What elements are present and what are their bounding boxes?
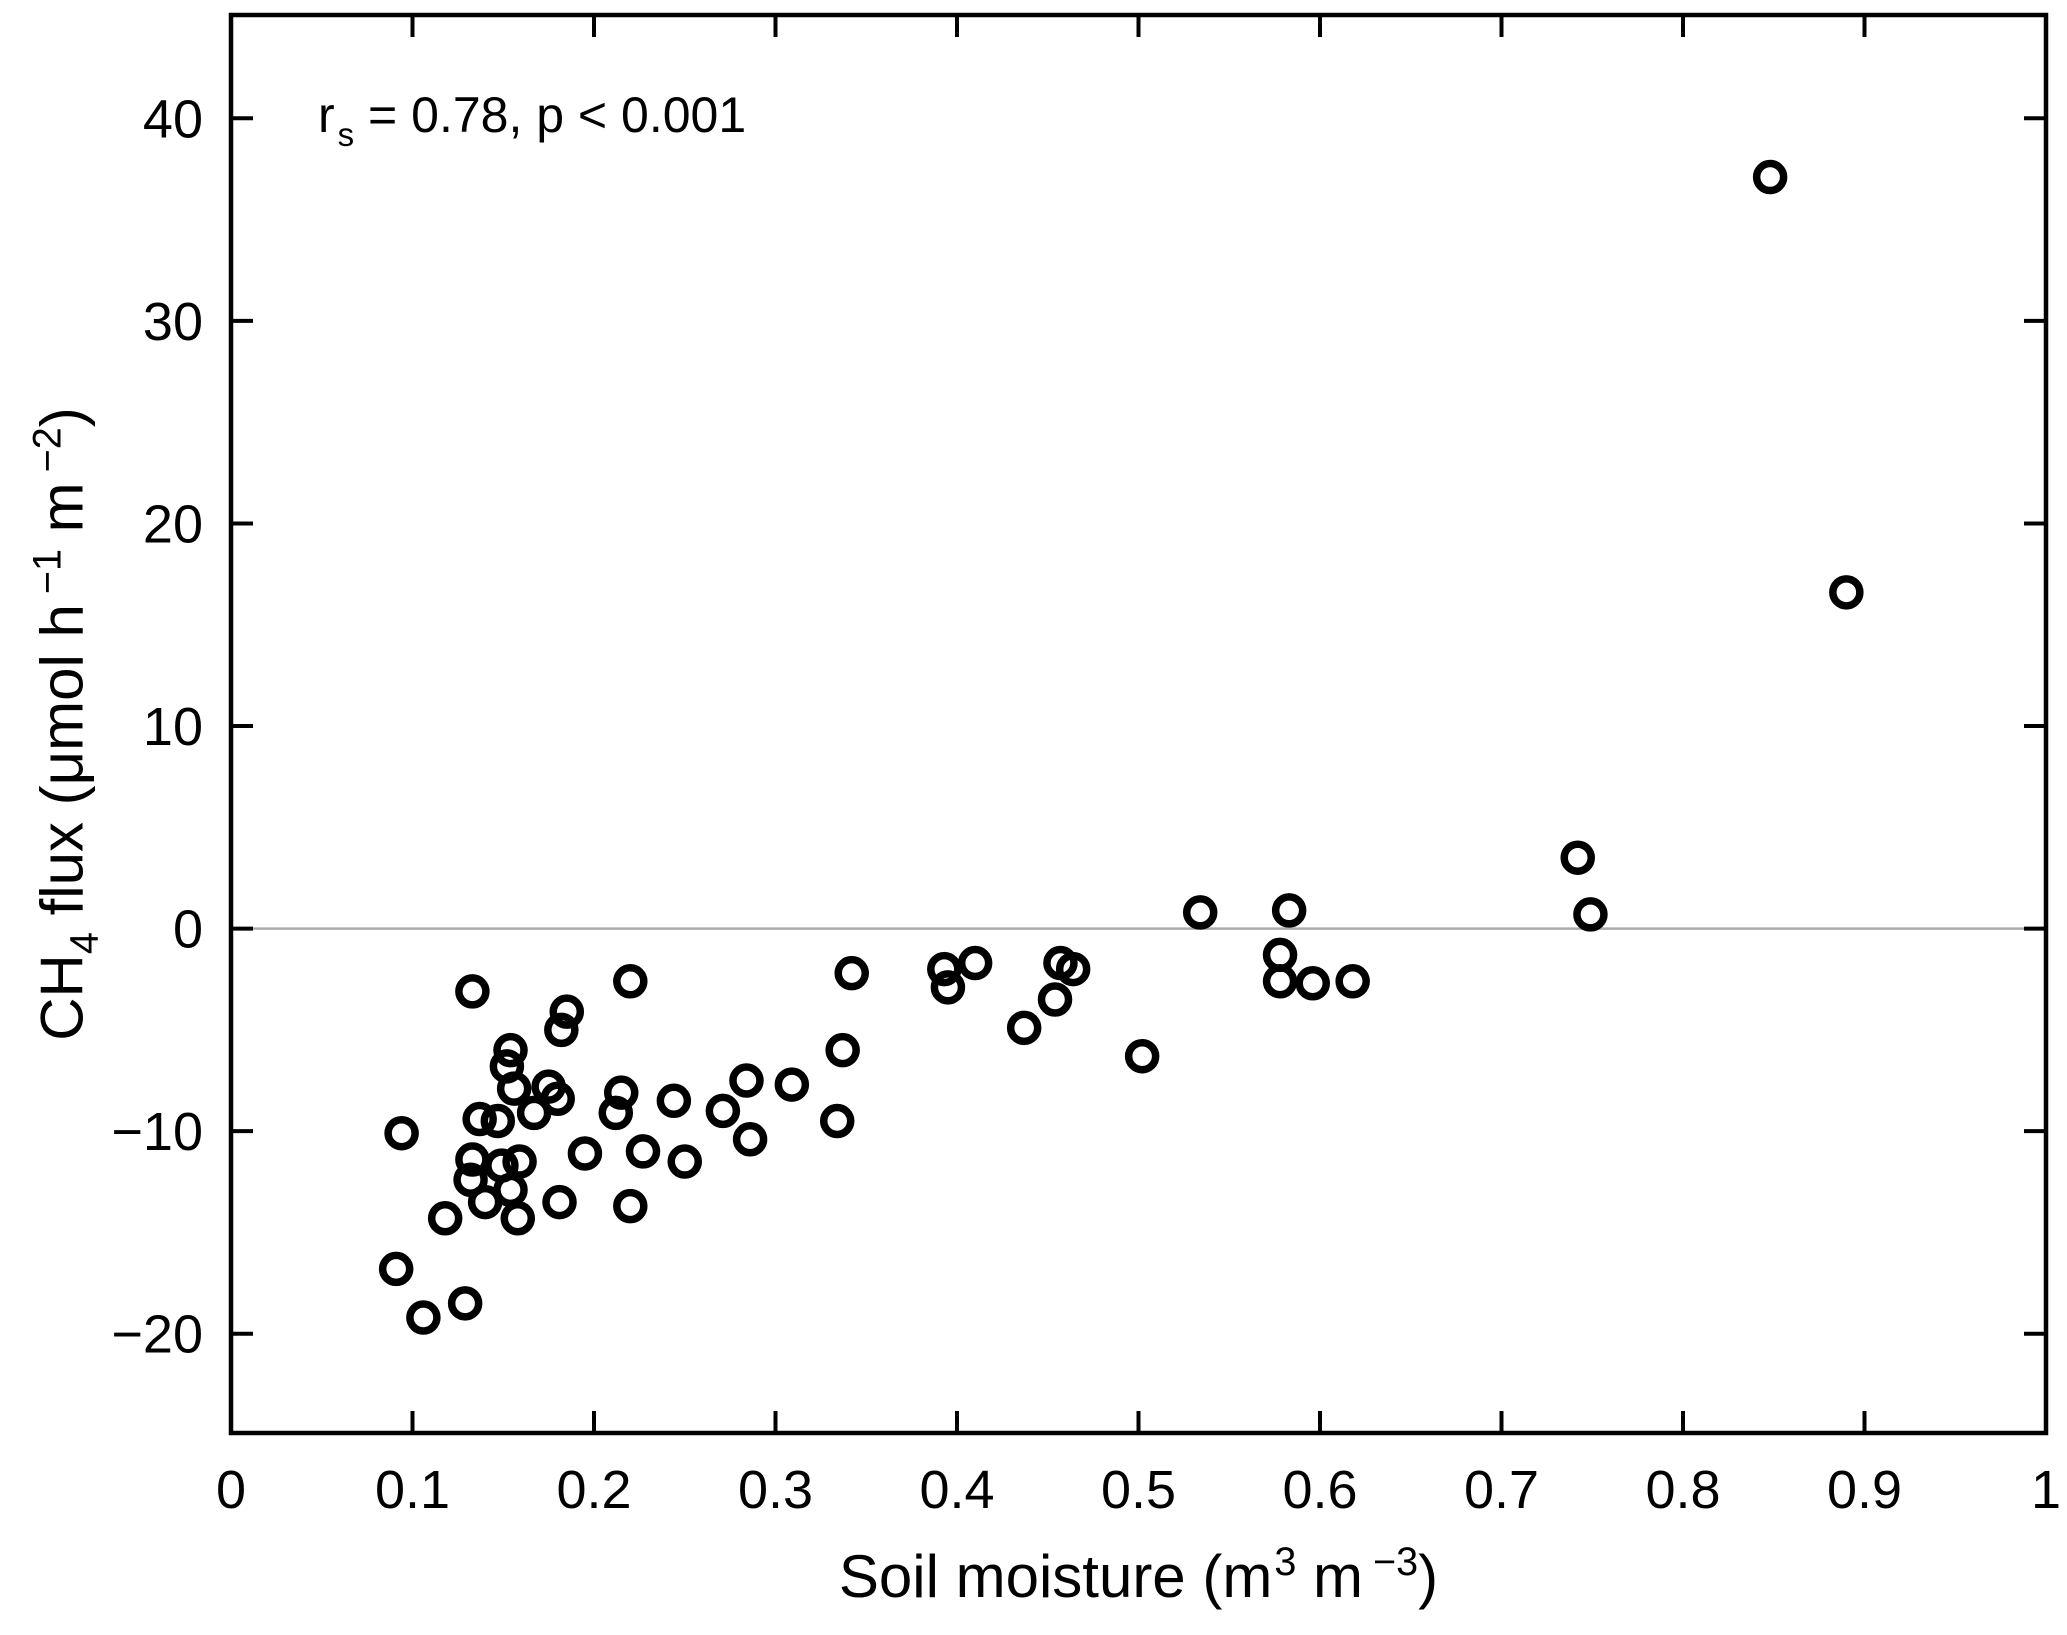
y-axis-title-mid: flux (μmol h: [28, 604, 96, 933]
x-tick-label: 0.5: [1101, 1460, 1176, 1520]
data-point: [598, 1095, 634, 1131]
data-point: [834, 955, 869, 991]
x-axis-sup-3: 3: [1274, 1540, 1297, 1585]
data-point: [729, 1063, 764, 1098]
x-tick-label: 0.6: [1282, 1460, 1357, 1520]
annotation-r: r: [318, 87, 335, 143]
x-tick-label: 0.2: [556, 1460, 631, 1520]
data-point: [1335, 964, 1370, 999]
y-axis-title-text: CH: [28, 954, 96, 1041]
y-tick-label: −20: [111, 1305, 203, 1365]
x-tick-label: 0.7: [1464, 1460, 1539, 1520]
data-point: [613, 1188, 648, 1224]
y-tick-label: 40: [143, 89, 203, 149]
data-point: [656, 1083, 692, 1119]
x-axis-sup-minus3: −3: [1372, 1540, 1419, 1585]
data-point: [774, 1067, 810, 1102]
data-point: [467, 1184, 503, 1220]
x-tick-label: 0: [216, 1460, 246, 1520]
data-point: [406, 1300, 441, 1335]
data-point: [447, 1286, 483, 1321]
x-tick-label: 0.3: [738, 1460, 813, 1520]
data-point: [1124, 1038, 1160, 1074]
data-point: [927, 951, 962, 987]
data-point: [1055, 951, 1091, 987]
y-tick-label: 0: [173, 900, 203, 960]
x-tick-label: 0.4: [919, 1460, 994, 1520]
data-point: [493, 1032, 528, 1068]
data-point: [930, 970, 966, 1005]
data-point: [567, 1136, 603, 1171]
data-point: [1006, 1010, 1042, 1046]
y-axis-title-mid2: m: [28, 482, 96, 549]
y-tick-label: 20: [143, 494, 203, 554]
y-axis-sub-4: 4: [62, 932, 107, 955]
data-point: [1037, 982, 1073, 1017]
x-axis-title-mid: m: [1296, 1543, 1363, 1610]
data-point: [378, 1251, 414, 1287]
data-point: [603, 1075, 639, 1110]
data-point: [1573, 897, 1608, 932]
data-point: [502, 1144, 537, 1179]
data-point: [1752, 159, 1788, 195]
data-point: [1560, 840, 1595, 875]
annotation-stats: = 0.78, p < 0.001: [354, 87, 747, 143]
data-point: [427, 1201, 463, 1236]
data-point: [500, 1201, 536, 1236]
data-point: [613, 964, 648, 999]
data-point: [1829, 575, 1864, 610]
correlation-annotation: rs = 0.78, p < 0.001: [318, 86, 747, 153]
x-tick-label: 1: [2031, 1460, 2061, 1520]
x-axis-title-close: ): [1418, 1543, 1439, 1610]
y-axis-title: CH4 flux (μmol h −1 m −2): [25, 407, 107, 1041]
data-point: [384, 1115, 419, 1151]
y-axis-sup-minus1: −1: [25, 548, 70, 595]
data-point: [544, 1012, 579, 1048]
data-point: [542, 1184, 577, 1220]
data-point: [455, 974, 490, 1009]
y-axis-title-close: ): [28, 407, 96, 428]
data-point: [825, 1032, 860, 1068]
data-point: [1262, 964, 1298, 999]
x-tick-label: 0.8: [1645, 1460, 1720, 1520]
data-point: [540, 1081, 575, 1117]
data-point: [549, 994, 585, 1029]
data-point: [957, 945, 993, 981]
data-point: [516, 1095, 552, 1131]
y-tick-label: −10: [111, 1102, 203, 1162]
data-point: [462, 1101, 497, 1137]
data-point: [480, 1103, 516, 1139]
data-point: [1182, 895, 1218, 930]
annotation-subscript: s: [337, 115, 355, 153]
x-tick-label: 0.9: [1827, 1460, 1902, 1520]
data-point: [1295, 966, 1330, 1001]
x-axis-title: Soil moisture (m3 m −3): [231, 1540, 2046, 1611]
data-point: [667, 1144, 702, 1179]
data-point: [819, 1103, 855, 1139]
data-point: [705, 1093, 741, 1129]
data-point: [732, 1122, 768, 1157]
data-point: [496, 1071, 532, 1106]
data-point: [625, 1134, 661, 1169]
x-axis-title-text: Soil moisture (m: [838, 1543, 1273, 1610]
x-tick-label: 0.1: [375, 1460, 450, 1520]
y-tick-label: 10: [143, 697, 203, 757]
y-axis-sup-minus2: −2: [25, 427, 70, 473]
y-tick-label: 30: [143, 292, 203, 352]
data-point: [1271, 893, 1307, 928]
